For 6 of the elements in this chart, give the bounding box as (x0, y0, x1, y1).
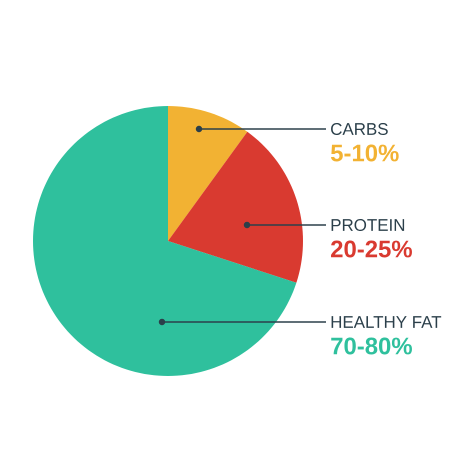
slice-label: HEALTHY FAT (332, 316, 442, 328)
slice-label: PROTEIN (332, 219, 404, 231)
text: 70-80% (331, 338, 412, 354)
text: 5-10% (330, 144, 399, 162)
text: 20-25% (331, 240, 412, 258)
slice-label: CARBS (331, 123, 388, 135)
